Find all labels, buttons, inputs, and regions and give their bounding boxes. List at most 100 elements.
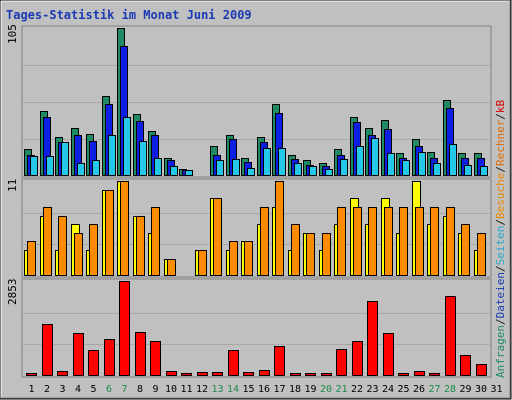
bar-rechner-2 <box>43 207 52 276</box>
bar-rechner-22 <box>353 207 362 276</box>
bar-kb-20 <box>321 373 332 376</box>
legend-item-6: Besuche <box>494 173 507 219</box>
bar-rechner-20 <box>322 233 331 276</box>
bar-rechner-9 <box>151 207 160 276</box>
legend-item-3: / <box>494 265 507 272</box>
legend-item-1: / <box>494 318 507 325</box>
x-tick-label-5: 5 <box>90 384 96 395</box>
x-tick-label-10: 10 <box>165 384 177 395</box>
bar-seiten-7 <box>123 117 131 176</box>
bar-seiten-19 <box>309 166 317 176</box>
bar-kb-6 <box>104 339 115 376</box>
x-tick-label-12: 12 <box>196 384 208 395</box>
x-tick-label-4: 4 <box>75 384 81 395</box>
bar-kb-10 <box>166 371 177 376</box>
x-tick-label-23: 23 <box>366 384 378 395</box>
bar-kb-8 <box>135 332 146 376</box>
bar-seiten-27 <box>433 163 441 176</box>
x-tick-label-29: 29 <box>459 384 471 395</box>
bar-rechner-8 <box>136 216 145 276</box>
bar-rechner-14 <box>229 241 238 276</box>
bar-kb-28 <box>445 296 456 376</box>
bar-seiten-13 <box>216 160 224 176</box>
bar-rechner-15 <box>244 241 253 276</box>
x-tick-label-11: 11 <box>180 384 192 395</box>
x-tick-label-19: 19 <box>304 384 316 395</box>
bar-seiten-9 <box>154 158 162 176</box>
bar-rechner-7 <box>120 181 129 276</box>
bar-seiten-3 <box>61 142 69 176</box>
bar-kb-27 <box>429 373 440 376</box>
x-tick-label-17: 17 <box>273 384 285 395</box>
legend-item-9: / <box>494 113 507 120</box>
bar-kb-12 <box>197 372 208 376</box>
bar-kb-9 <box>150 341 161 376</box>
bar-kb-30 <box>476 364 487 376</box>
bar-kb-29 <box>460 355 471 376</box>
bar-rechner-5 <box>89 224 98 276</box>
x-tick-label-7: 7 <box>121 384 127 395</box>
x-tick-label-1: 1 <box>28 384 34 395</box>
bars <box>24 28 488 376</box>
bar-rechner-30 <box>477 233 486 276</box>
bar-seiten-17 <box>278 148 286 176</box>
bar-seiten-5 <box>92 160 100 176</box>
bar-rechner-13 <box>213 198 222 276</box>
bar-kb-24 <box>383 333 394 376</box>
bar-kb-17 <box>274 346 285 376</box>
bar-kb-2 <box>42 324 53 376</box>
panel-kb <box>21 278 492 378</box>
ytick-max-hits: 105 <box>6 24 19 44</box>
bar-seiten-18 <box>294 163 302 176</box>
bar-kb-26 <box>414 371 425 376</box>
bar-kb-19 <box>305 373 316 376</box>
bar-kb-25 <box>398 373 409 376</box>
legend-item-2: Dateien <box>494 272 507 318</box>
x-tick-label-27: 27 <box>428 384 440 395</box>
bar-kb-1 <box>26 373 37 376</box>
legend-item-5: / <box>494 219 507 226</box>
bar-kb-4 <box>73 333 84 376</box>
bar-seiten-26 <box>418 152 426 176</box>
legend-item-0: Anfragen <box>494 325 507 378</box>
bar-rechner-23 <box>368 207 377 276</box>
x-tick-label-2: 2 <box>44 384 50 395</box>
bar-rechner-12 <box>198 250 207 276</box>
legend-item-4: Seiten <box>494 226 507 266</box>
ytick-max-visits: 11 <box>6 179 19 192</box>
bar-rechner-25 <box>399 207 408 276</box>
bar-rechner-16 <box>260 207 269 276</box>
bar-seiten-16 <box>263 148 271 176</box>
x-tick-label-30: 30 <box>475 384 487 395</box>
panels-background <box>21 25 492 378</box>
bar-rechner-10 <box>167 259 176 276</box>
x-tick-label-18: 18 <box>289 384 301 395</box>
bar-seiten-22 <box>356 146 364 176</box>
bar-rechner-27 <box>430 207 439 276</box>
bar-rechner-28 <box>446 207 455 276</box>
x-tick-labels: 1 2 3 4 5 6 7 8 9 10 11 12 13 14 15 16 17 18 19 20 21 22 23 24 2… <box>28 384 502 395</box>
bar-seiten-24 <box>387 153 395 176</box>
bar-seiten-11 <box>185 170 193 176</box>
bar-kb-3 <box>57 371 68 376</box>
x-tick-label-31: 31 <box>490 384 502 395</box>
bar-kb-18 <box>290 373 301 376</box>
x-tick-label-3: 3 <box>59 384 65 395</box>
bar-kb-11 <box>181 373 192 376</box>
bar-rechner-17 <box>275 181 284 276</box>
bar-seiten-25 <box>402 160 410 176</box>
bar-seiten-30 <box>480 166 488 176</box>
bar-rechner-26 <box>415 207 424 276</box>
chart-title: Tages-Statistik im Monat Juni 2009 <box>6 8 252 22</box>
bar-seiten-1 <box>30 156 38 176</box>
legend-item-7: / <box>494 166 507 173</box>
x-tick-label-8: 8 <box>137 384 143 395</box>
bar-kb-7 <box>119 281 130 376</box>
bar-rechner-4 <box>74 233 83 276</box>
bar-seiten-4 <box>77 163 85 176</box>
bar-seiten-29 <box>464 165 472 176</box>
bar-kb-13 <box>212 372 223 376</box>
x-tick-label-6: 6 <box>106 384 112 395</box>
bar-seiten-21 <box>340 159 348 176</box>
